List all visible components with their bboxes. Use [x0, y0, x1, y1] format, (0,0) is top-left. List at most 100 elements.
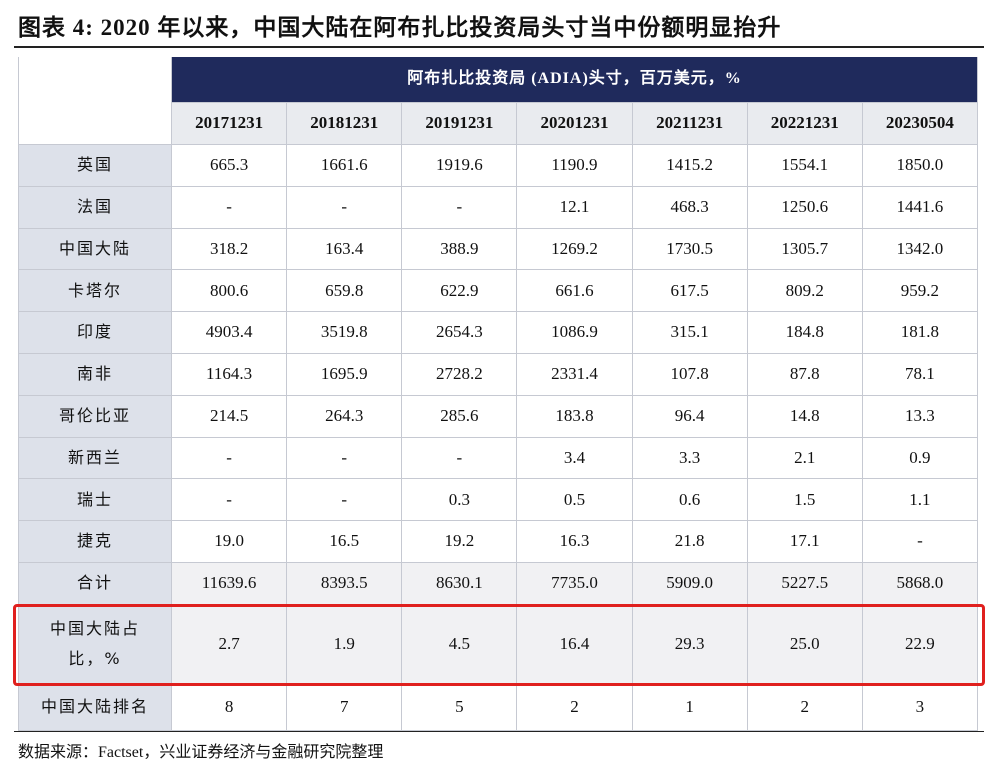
table-cell: 11639.6: [172, 563, 288, 605]
table-cell: -: [287, 479, 403, 522]
table-cell: 1695.9: [287, 354, 403, 396]
title-rule: [14, 46, 984, 48]
table-cell: 1.5: [747, 479, 863, 522]
table-cell: 8393.5: [287, 563, 403, 605]
row-label: 中国大陆: [18, 228, 172, 271]
row-label: 英国: [18, 145, 172, 187]
table-cell: 665.3: [172, 145, 288, 187]
table-cell: 7: [287, 684, 403, 731]
row-label: 中国大陆排名: [18, 684, 172, 731]
table-cell: 8: [172, 684, 288, 731]
table-cell: 659.8: [287, 270, 403, 313]
table-cell: 1190.9: [517, 145, 633, 187]
table-cell: -: [287, 437, 403, 480]
table-cell: 1661.6: [287, 145, 403, 187]
table-cell: 3: [862, 684, 978, 731]
table-cell: 183.8: [517, 395, 633, 438]
table-cell: 1.1: [862, 479, 978, 522]
table-cell: 1850.0: [862, 145, 978, 187]
row-label: 捷克: [18, 521, 172, 563]
table-cell: 96.4: [632, 395, 748, 438]
table-cell: 78.1: [862, 354, 978, 396]
table-cell: 2: [517, 684, 633, 731]
table-cell: 285.6: [402, 395, 518, 438]
table-cell: 4.5: [402, 604, 518, 685]
table-cell: -: [287, 186, 403, 229]
table-cell: 1919.6: [402, 145, 518, 187]
highlight-box: [13, 604, 985, 686]
table-cell: 1730.5: [632, 228, 748, 271]
table-cell: 7735.0: [517, 563, 633, 605]
table-cell: 1415.2: [632, 145, 748, 187]
row-label: 合计: [18, 563, 172, 605]
table-cell: 12.1: [517, 186, 633, 229]
table-cell: 1: [632, 684, 748, 731]
table-cell: 661.6: [517, 270, 633, 313]
row-label: 印度: [18, 312, 172, 354]
table-cell: -: [172, 437, 288, 480]
table-cell: 16.3: [517, 521, 633, 563]
row-label: 哥伦比亚: [18, 395, 172, 438]
table-cell: -: [862, 521, 978, 563]
table-cell: 809.2: [747, 270, 863, 313]
corner-cell: [18, 57, 172, 145]
table-cell: 617.5: [632, 270, 748, 313]
row-label: 南非: [18, 354, 172, 396]
row-label: 卡塔尔: [18, 270, 172, 313]
table-cell: 800.6: [172, 270, 288, 313]
column-header: 20201231: [517, 103, 633, 145]
table-cell: 4903.4: [172, 312, 288, 354]
table-cell: 181.8: [862, 312, 978, 354]
column-header: 20211231: [632, 103, 748, 145]
row-label: 新西兰: [18, 437, 172, 480]
row-label: 法国: [18, 186, 172, 229]
table-cell: 2: [747, 684, 863, 731]
bottom-rule: [14, 731, 984, 732]
table-cell: 2.1: [747, 437, 863, 480]
span-header: 阿布扎比投资局 (ADIA)头寸，百万美元，%: [172, 57, 978, 103]
table-cell: -: [402, 437, 518, 480]
table-cell: 163.4: [287, 228, 403, 271]
table-cell: -: [402, 186, 518, 229]
source-note: 数据来源：Factset，兴业证券经济与金融研究院整理: [18, 744, 384, 761]
table-cell: 19.2: [402, 521, 518, 563]
row-label: 中国大陆占比，%: [18, 604, 172, 685]
table-cell: 0.6: [632, 479, 748, 522]
table-cell: 1554.1: [747, 145, 863, 187]
column-header: 20221231: [747, 103, 863, 145]
table-cell: 959.2: [862, 270, 978, 313]
table-cell: 0.5: [517, 479, 633, 522]
table-cell: 3519.8: [287, 312, 403, 354]
table-cell: 1250.6: [747, 186, 863, 229]
table-cell: 3.3: [632, 437, 748, 480]
table-cell: 5: [402, 684, 518, 731]
table-cell: 468.3: [632, 186, 748, 229]
table-cell: 1269.2: [517, 228, 633, 271]
table-cell: 17.1: [747, 521, 863, 563]
table-cell: 2331.4: [517, 354, 633, 396]
table-cell: 388.9: [402, 228, 518, 271]
table-cell: 1305.7: [747, 228, 863, 271]
table-cell: 315.1: [632, 312, 748, 354]
table-cell: 0.9: [862, 437, 978, 480]
table-cell: 264.3: [287, 395, 403, 438]
table-cell: 5868.0: [862, 563, 978, 605]
row-label: 瑞士: [18, 479, 172, 522]
table-cell: 21.8: [632, 521, 748, 563]
table-cell: 2728.2: [402, 354, 518, 396]
table-cell: 214.5: [172, 395, 288, 438]
table-cell: 318.2: [172, 228, 288, 271]
title: 图表 4: 2020 年以来，中国大陆在阿布扎比投资局头寸当中份额明显抬升: [18, 15, 782, 40]
table-cell: 87.8: [747, 354, 863, 396]
table-cell: 3.4: [517, 437, 633, 480]
table-cell: 1.9: [287, 604, 403, 685]
table-cell: 19.0: [172, 521, 288, 563]
column-header: 20171231: [172, 103, 288, 145]
table-cell: 1086.9: [517, 312, 633, 354]
table-cell: 25.0: [747, 604, 863, 685]
table-cell: 1441.6: [862, 186, 978, 229]
column-header: 20181231: [287, 103, 403, 145]
table-cell: 1164.3: [172, 354, 288, 396]
column-header: 20191231: [402, 103, 518, 145]
